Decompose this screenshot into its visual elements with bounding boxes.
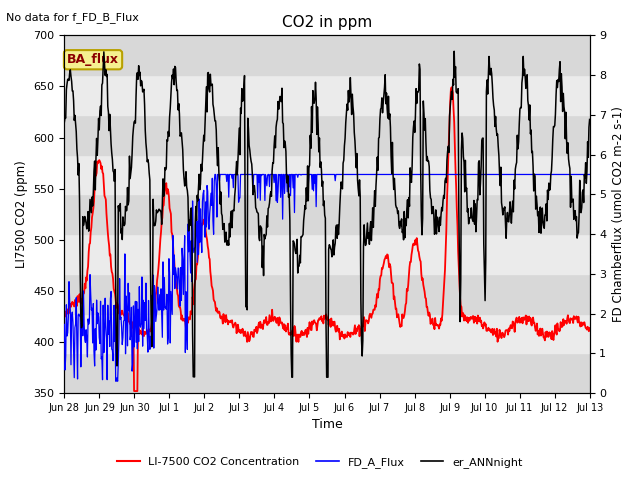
Bar [65,274,589,313]
Legend: LI-7500 CO2 Concentration, FD_A_Flux, er_ANNnight: LI-7500 CO2 Concentration, FD_A_Flux, er… [113,452,527,472]
Bar [65,234,589,274]
Y-axis label: LI7500 CO2 (ppm): LI7500 CO2 (ppm) [15,160,28,268]
Bar [65,155,589,194]
Bar [65,194,589,234]
Title: CO2 in ppm: CO2 in ppm [282,15,372,30]
X-axis label: Time: Time [312,419,342,432]
Text: BA_flux: BA_flux [67,53,119,66]
Text: No data for f_FD_B_Flux: No data for f_FD_B_Flux [6,12,140,23]
Bar [65,115,589,155]
Bar [65,313,589,353]
Bar [65,75,589,115]
Y-axis label: FD Chamberflux (umol CO2 m-2 s-1): FD Chamberflux (umol CO2 m-2 s-1) [612,106,625,322]
Bar [65,353,589,393]
Bar [65,36,589,75]
